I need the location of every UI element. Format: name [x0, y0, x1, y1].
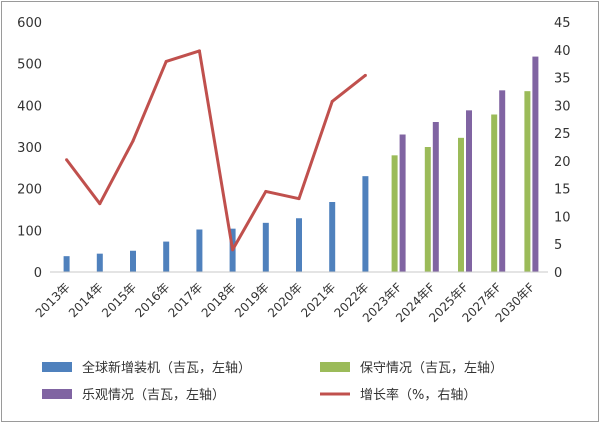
left-axis-tick-label: 500 [17, 58, 42, 73]
bar [362, 176, 369, 272]
x-tick-label: 2016年 [132, 280, 172, 320]
legend-label: 保守情况（吉瓦，左轴） [360, 361, 503, 376]
growth-rate-line [65, 49, 367, 252]
bar [524, 91, 531, 273]
chart-svg: 0 100 200 300 400 500 600 0 5 10 15 20 25 30 35 40 45 2… [17, 16, 571, 403]
growth-rate-point [164, 59, 168, 63]
legend-swatch [320, 362, 350, 372]
x-tick-label: 2019年 [232, 280, 272, 320]
left-axis-tick-label: 600 [17, 16, 42, 31]
bar-series-group [50, 56, 548, 273]
growth-rate-point [330, 99, 334, 103]
legend-label: 全球新增装机（吉瓦，左轴） [82, 360, 251, 376]
left-axis-tick-label: 100 [17, 224, 42, 239]
x-tick-label: 2020年 [265, 280, 305, 320]
bar [532, 56, 539, 273]
bar [499, 90, 506, 272]
bar [196, 229, 203, 272]
bar [391, 155, 398, 272]
right-axis-tick-label: 5 [554, 238, 562, 253]
right-axis: 0 5 10 15 20 25 30 35 40 45 [554, 16, 571, 281]
bar [96, 253, 103, 272]
legend-label: 增长率（%，右轴） [360, 387, 476, 403]
bar [163, 241, 170, 272]
bar [466, 110, 472, 272]
growth-rate-point [131, 139, 135, 143]
growth-rate-point [264, 189, 268, 193]
bar [399, 134, 406, 272]
left-axis-tick-label: 300 [17, 141, 42, 156]
growth-rate-point [231, 248, 235, 252]
right-axis-tick-label: 30 [554, 99, 571, 114]
bar [491, 114, 498, 272]
legend-swatch [42, 389, 72, 399]
bar [432, 122, 439, 272]
bar [296, 218, 302, 272]
x-tick-label: 2017年 [166, 280, 206, 320]
x-tick-label: 2015年 [99, 280, 139, 320]
left-axis-tick-label: 400 [17, 99, 42, 114]
legend-swatch [42, 362, 72, 372]
growth-rate-point [98, 202, 102, 206]
right-axis-tick-label: 20 [554, 155, 571, 170]
x-tick-label: 2021年 [298, 280, 338, 320]
bar [424, 147, 431, 272]
bar [63, 256, 70, 272]
bar [329, 202, 336, 272]
right-axis-tick-label: 0 [554, 266, 562, 281]
right-axis-tick-label: 45 [554, 16, 571, 31]
x-tick-label: 2018年 [199, 280, 239, 320]
growth-rate-point [363, 73, 367, 77]
bar [458, 137, 464, 272]
bar [130, 250, 136, 272]
right-axis-tick-label: 35 [554, 72, 571, 87]
left-axis: 0 100 200 300 400 500 600 [17, 16, 42, 281]
legend: 全球新增装机（吉瓦，左轴） 保守情况（吉瓦，左轴） 乐观情况（吉瓦，左轴） 增长率（%… [42, 360, 503, 403]
left-axis-tick-label: 200 [17, 183, 42, 198]
legend-label: 乐观情况（吉瓦，左轴） [82, 388, 225, 403]
right-axis-tick-label: 25 [554, 127, 571, 142]
growth-rate-point [197, 49, 201, 53]
left-axis-tick-label: 0 [34, 266, 42, 281]
right-axis-tick-label: 10 [554, 210, 571, 225]
x-tick-labels: 2013年2014年2015年2016年2017年2018年2019年2020年… [33, 280, 538, 325]
bar [262, 222, 269, 272]
growth-rate-point [65, 158, 69, 162]
right-axis-tick-label: 40 [554, 44, 571, 59]
growth-rate-line-group [65, 49, 367, 252]
right-axis-tick-label: 15 [554, 183, 571, 198]
x-tick-label: 2014年 [66, 280, 106, 320]
x-tick-label: 2013年 [33, 280, 73, 320]
growth-rate-point [297, 197, 301, 201]
